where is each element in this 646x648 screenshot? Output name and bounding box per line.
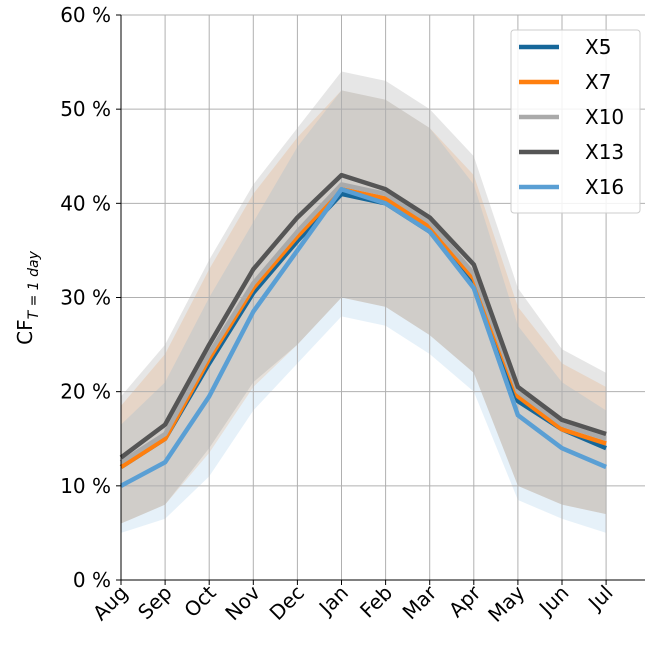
x-tick-label: Sep <box>133 581 177 625</box>
legend-label: X5 <box>585 35 611 59</box>
y-tick-label: 60 % <box>60 3 111 27</box>
y-tick-label: 0 % <box>73 568 111 592</box>
legend-label: X10 <box>585 105 624 129</box>
y-tick-label: 40 % <box>60 191 111 215</box>
y-axis-label: CFT = 1 day <box>13 250 42 344</box>
y-tick-label: 50 % <box>60 97 111 121</box>
legend-label: X7 <box>585 70 611 94</box>
x-tick-label: Jul <box>582 581 617 616</box>
x-tick-label: Jun <box>533 581 573 621</box>
y-tick-label: 10 % <box>60 474 111 498</box>
series-line <box>119 172 607 460</box>
legend-label: X13 <box>585 140 624 164</box>
series-line <box>119 186 607 488</box>
x-tick-label: Oct <box>179 580 221 622</box>
y-label-main: CF <box>13 319 37 344</box>
x-tick-label: Dec <box>265 581 309 625</box>
y-label-sub: T = 1 day <box>26 250 42 319</box>
x-tick-label: Apr <box>444 580 486 622</box>
band <box>121 90 607 524</box>
legend-label: X16 <box>585 175 624 199</box>
y-tick-label: 30 % <box>60 286 111 310</box>
band <box>121 90 607 533</box>
y-tick-label: 20 % <box>60 380 111 404</box>
x-tick-label: Nov <box>220 580 265 625</box>
legend-box <box>510 29 641 214</box>
x-tick-label: Mar <box>398 580 442 624</box>
series-line <box>119 182 607 465</box>
x-tick-label: Jan <box>313 581 353 621</box>
x-tick-label: Feb <box>355 581 397 623</box>
x-tick-label: May <box>483 580 529 626</box>
